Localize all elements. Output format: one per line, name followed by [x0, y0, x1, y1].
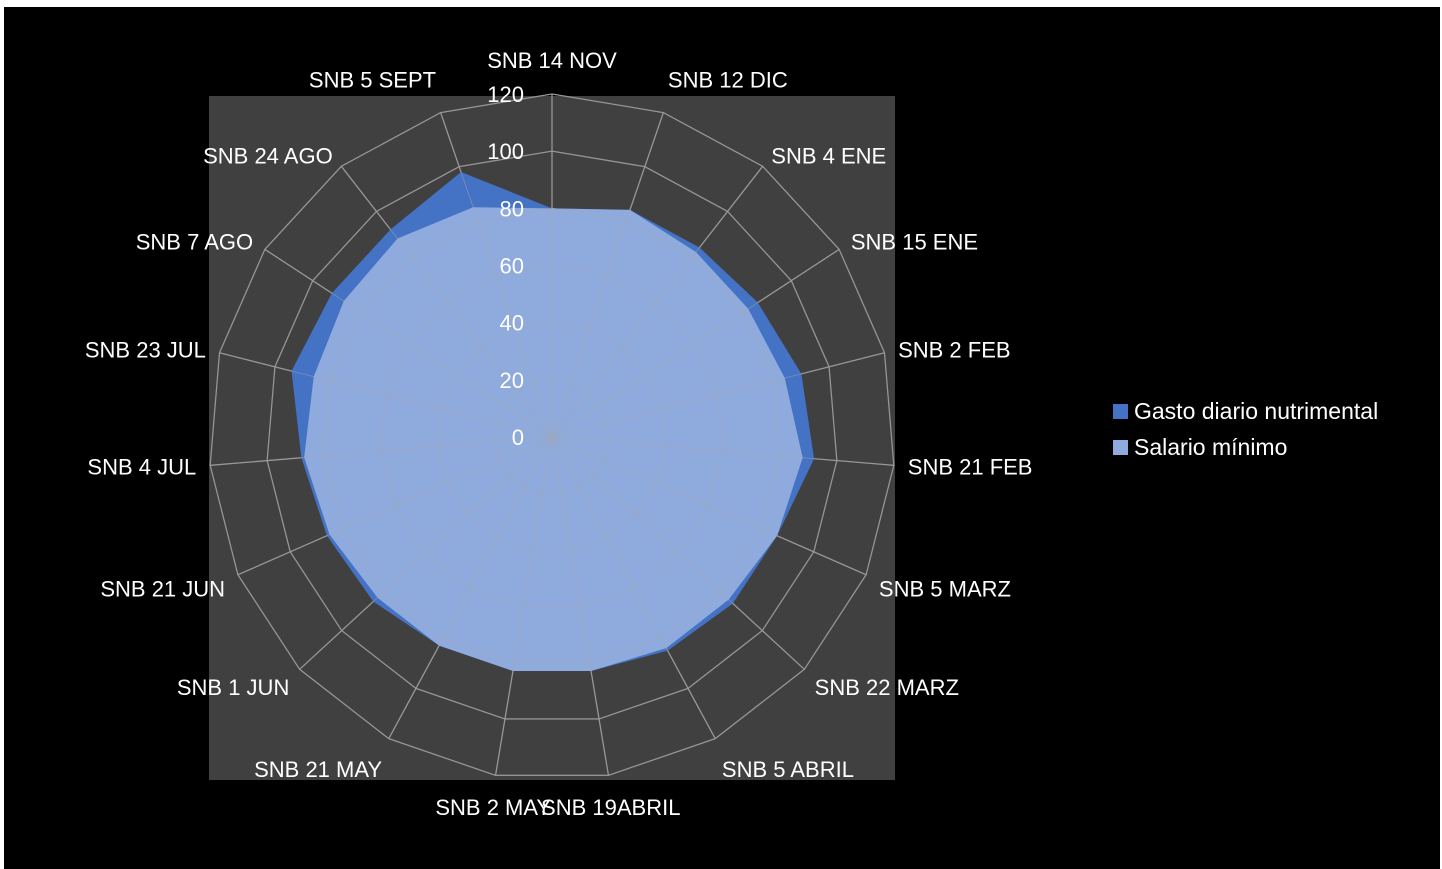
- grid-ring-overlay: [380, 264, 724, 607]
- category-label: SNB 2 MAY: [435, 795, 551, 820]
- category-label: SNB 21 FEB: [908, 454, 1033, 479]
- legend-item-salario: Salario mínimo: [1113, 434, 1378, 461]
- grid-spoke-overlay: [551, 436, 894, 466]
- tick-label-80: 80: [500, 196, 524, 221]
- tick-label-0: 0: [512, 425, 524, 450]
- grid-spoke-overlay: [551, 436, 716, 739]
- grid-spoke-overlay: [551, 436, 609, 776]
- series-area-salario: [304, 207, 803, 672]
- grid-spoke-overlay: [551, 166, 764, 438]
- grid-ring-120: [209, 93, 895, 776]
- category-label: SNB 4 ENE: [771, 143, 886, 168]
- category-label: SNB 5 ABRIL: [722, 757, 854, 782]
- legend-swatch-salario: [1113, 440, 1128, 455]
- category-label: SNB 24 AGO: [203, 143, 333, 168]
- grid-spoke-overlay: [219, 352, 553, 438]
- tick-label-100: 100: [487, 139, 524, 164]
- category-label: SNB 19ABRIL: [541, 795, 680, 820]
- category-label: SNB 2 FEB: [898, 337, 1010, 362]
- category-label: SNB 7 AGO: [136, 230, 253, 255]
- legend-label-gasto: Gasto diario nutrimental: [1134, 398, 1379, 424]
- grid-spoke-overlay: [551, 352, 885, 438]
- legend: Gasto diario nutrimental Salario mínimo: [1113, 398, 1378, 470]
- grid-spoke-overlay: [551, 436, 867, 576]
- legend-item-gasto: Gasto diario nutrimental: [1113, 398, 1378, 425]
- category-label: SNB 4 JUL: [87, 454, 196, 479]
- grid-spoke-overlay: [340, 166, 553, 438]
- tick-label-60: 60: [500, 254, 524, 279]
- tick-label-20: 20: [500, 368, 524, 393]
- grid-spoke-overlay: [210, 436, 553, 466]
- grid-spoke-overlay: [388, 436, 553, 739]
- category-label: SNB 15 ENE: [851, 230, 978, 255]
- category-label: SNB 5 MARZ: [879, 576, 1011, 601]
- grid-ring-100: [266, 150, 838, 720]
- category-label: SNB 14 NOV: [487, 48, 617, 73]
- grid-ring-overlay: [437, 322, 667, 551]
- grid-spoke-overlay: [237, 436, 553, 576]
- grid-ring-overlay: [209, 93, 895, 776]
- category-label: SNB 21 JUN: [100, 576, 225, 601]
- grid-spoke-overlay: [264, 248, 553, 438]
- grid-spoke-overlay: [551, 436, 805, 670]
- grid-spoke-overlay: [440, 112, 553, 438]
- category-label: SNB 1 JUN: [177, 675, 289, 700]
- tick-label-120: 120: [487, 82, 524, 107]
- category-label: SNB 22 MARZ: [815, 675, 959, 700]
- grid-ring-overlay: [266, 150, 838, 720]
- grid-spoke-overlay: [299, 436, 553, 670]
- tick-label-40: 40: [500, 311, 524, 336]
- category-label: SNB 5 SEPT: [309, 67, 436, 92]
- grid-ring-overlay: [494, 379, 610, 494]
- grid-spoke-overlay: [495, 436, 553, 776]
- legend-swatch-gasto: [1113, 404, 1128, 419]
- legend-label-salario: Salario mínimo: [1134, 434, 1288, 460]
- grid-spoke-overlay: [551, 112, 664, 438]
- category-label: SNB 12 DIC: [668, 67, 788, 92]
- category-label: SNB 23 JUL: [85, 337, 206, 362]
- grid-spoke-overlay: [551, 248, 840, 438]
- grid-ring-overlay: [323, 207, 781, 664]
- category-label: SNB 21 MAY: [254, 757, 382, 782]
